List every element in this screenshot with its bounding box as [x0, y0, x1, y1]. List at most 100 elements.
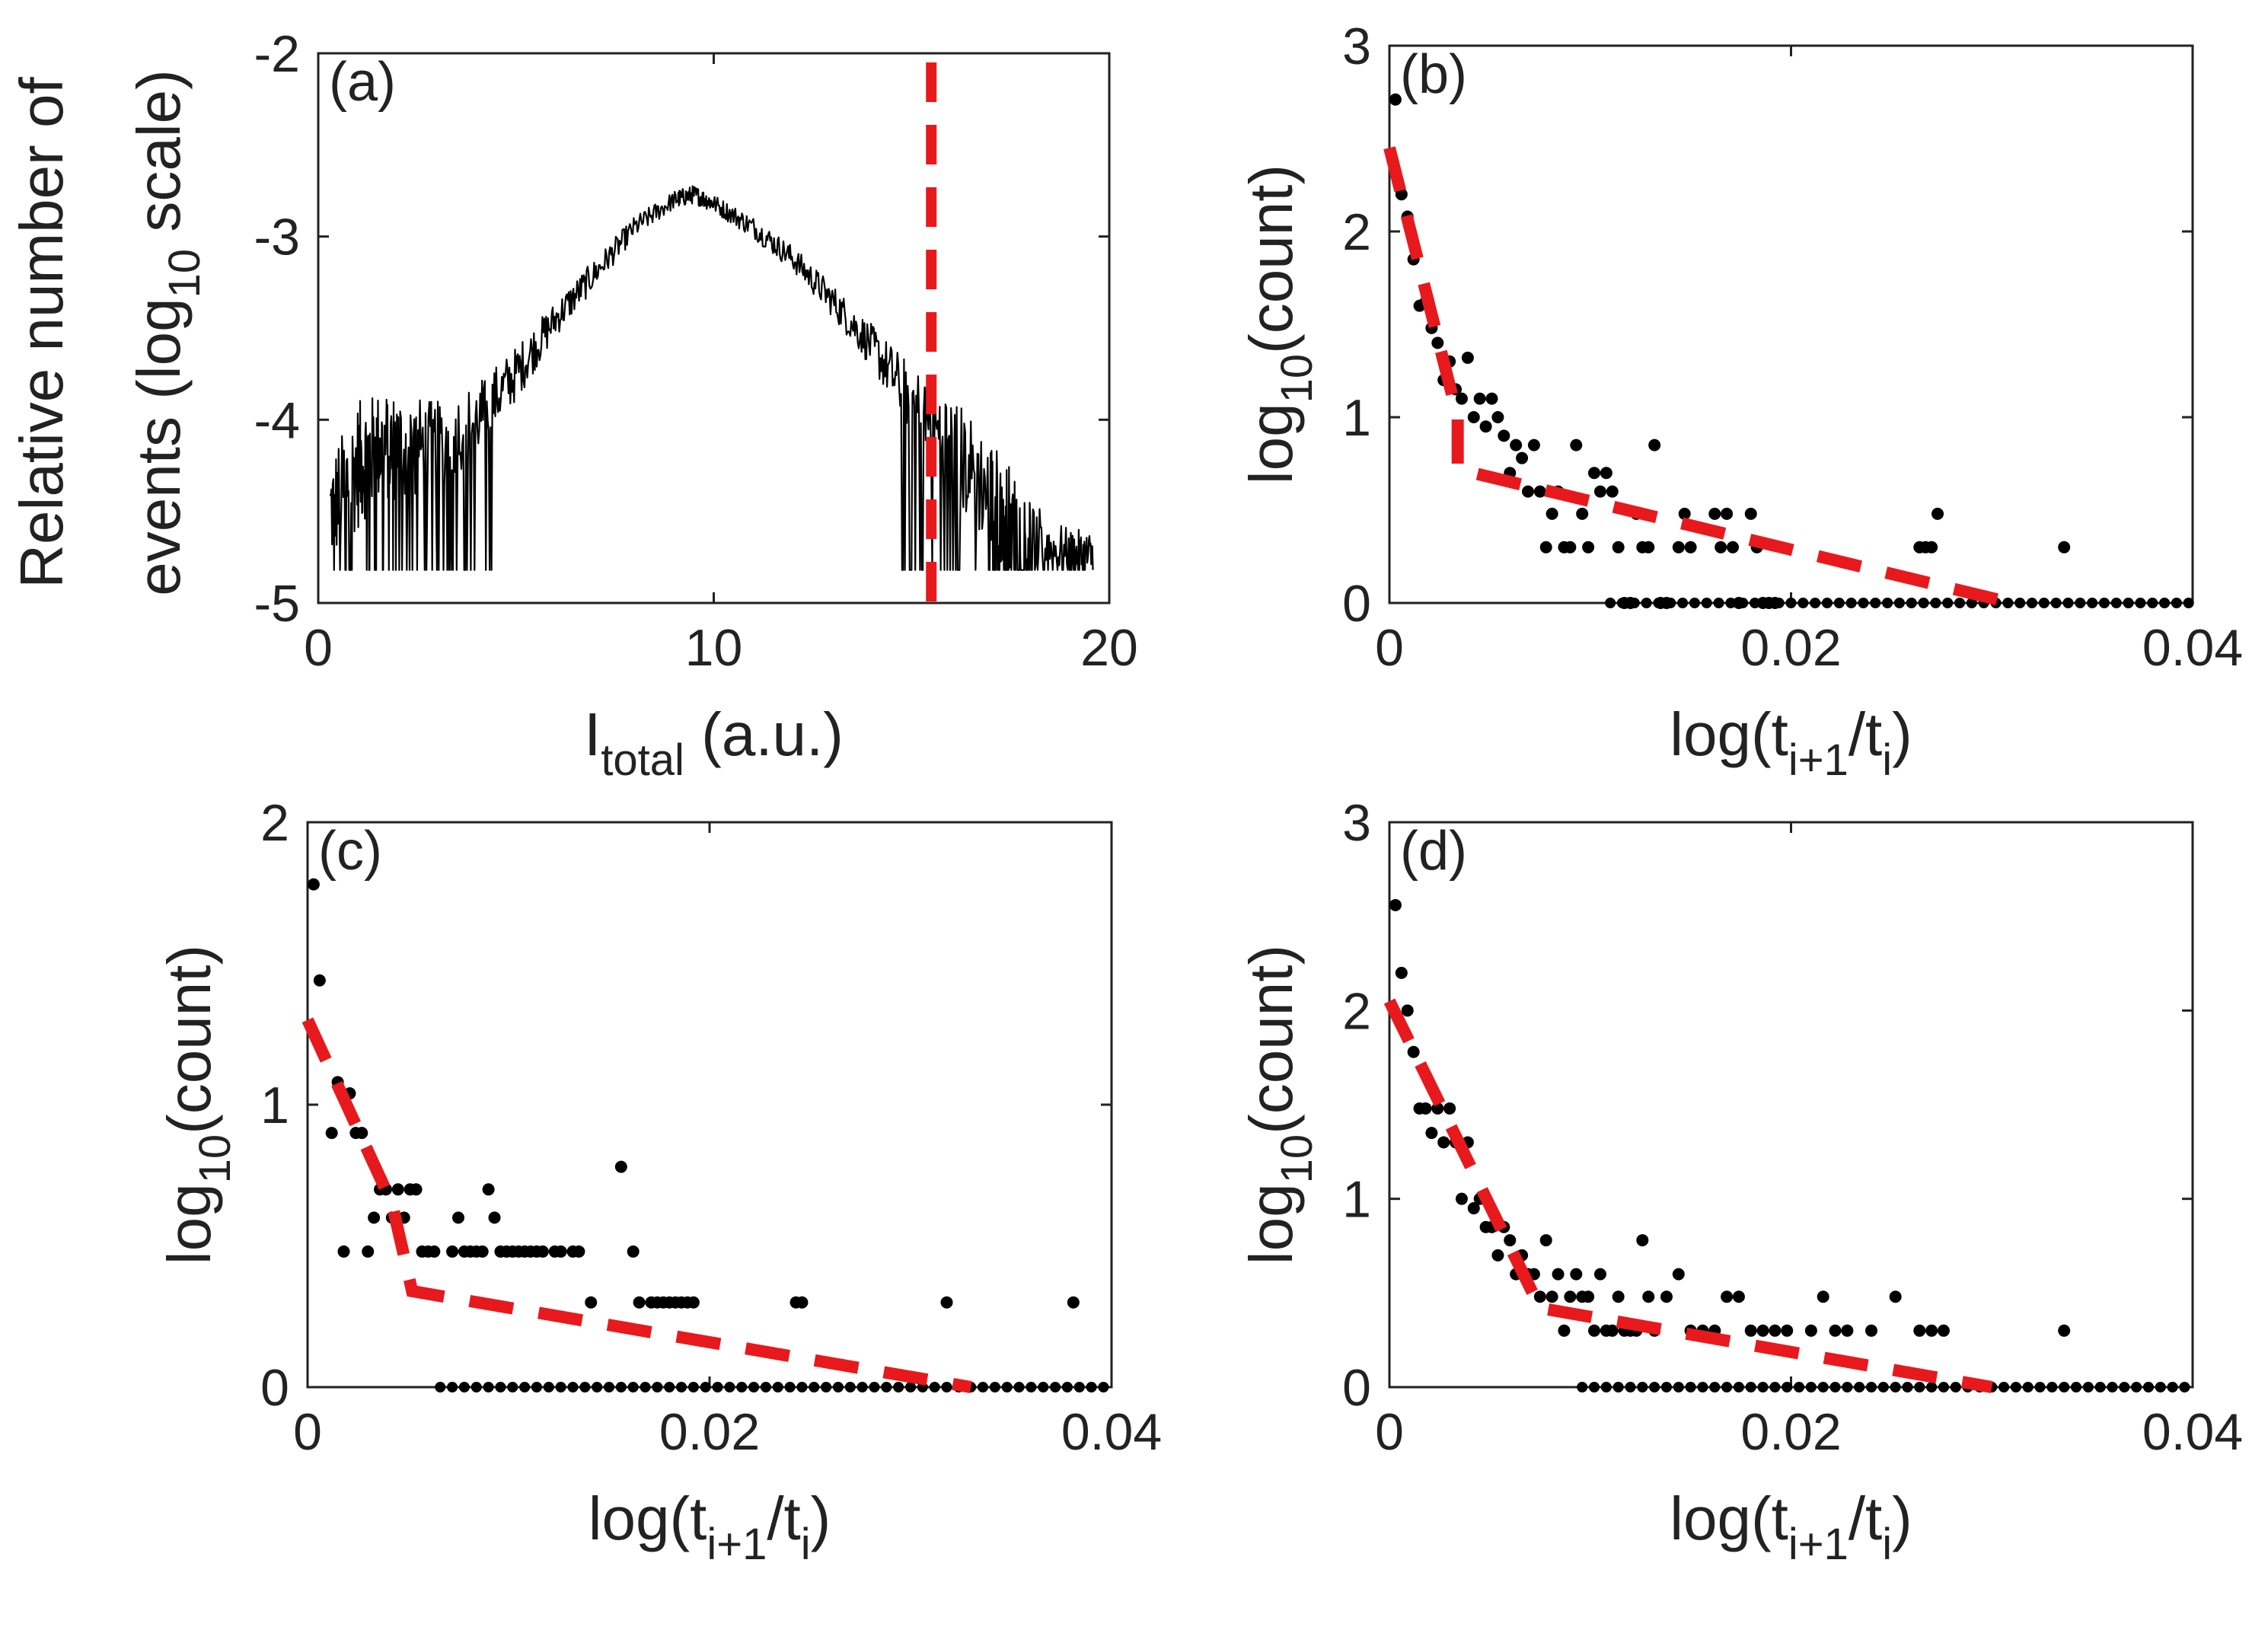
y-tick-label-a-0: -5: [254, 575, 300, 633]
zero-point-c: [615, 1382, 627, 1392]
zero-point-b: [2014, 598, 2026, 608]
zero-point-b: [1785, 598, 1797, 608]
zero-point-c: [1061, 1382, 1073, 1392]
data-point-d: [1588, 1324, 1601, 1337]
data-point-c: [362, 1245, 375, 1258]
x-label-rest: (a.u.): [684, 700, 844, 768]
data-point-d: [1425, 1127, 1438, 1140]
x-label-mid: /t: [1849, 700, 1882, 768]
zero-point-d: [1877, 1382, 1889, 1392]
zero-point-c: [567, 1382, 579, 1392]
zero-point-c: [640, 1382, 651, 1392]
zero-point-c: [531, 1382, 542, 1392]
panel-label-a: (a): [329, 52, 396, 113]
zero-point-c: [941, 1382, 952, 1392]
zero-point-c: [507, 1382, 518, 1392]
zero-point-d: [1926, 1382, 1938, 1392]
data-point-c: [633, 1296, 646, 1309]
data-point-b: [1684, 541, 1697, 553]
zero-point-d: [1757, 1382, 1769, 1392]
data-point-b: [1395, 188, 1408, 201]
zero-point-c: [555, 1382, 566, 1392]
fit-line-c: [301, 1017, 972, 1393]
zero-point-b: [1653, 598, 1664, 608]
zero-point-b: [1797, 598, 1809, 608]
x-tick-label-b-2: 0.04: [2142, 619, 2243, 677]
y-axis-label-c: log10(count): [155, 945, 240, 1265]
zero-point-c: [832, 1382, 844, 1392]
x-axis-label-b: log(ti+1/ti): [1670, 700, 1912, 785]
zero-point-c: [724, 1382, 735, 1392]
zero-point-c: [784, 1382, 796, 1392]
zero-point-b: [2075, 598, 2086, 608]
zero-point-c: [856, 1382, 868, 1392]
y-tick-label-d-2: 2: [1342, 982, 1371, 1040]
data-point-c: [554, 1245, 567, 1258]
y-tick-label-c-2: 2: [260, 794, 289, 852]
zero-point-c: [627, 1382, 639, 1392]
panel-label-c: (c): [318, 821, 382, 882]
zero-point-c: [1073, 1382, 1085, 1392]
data-point-c: [536, 1245, 549, 1258]
zero-point-b: [2135, 598, 2146, 608]
x-tick-label-c-2: 0.04: [1061, 1403, 1162, 1461]
data-point-c: [1067, 1296, 1080, 1309]
data-point-c: [627, 1245, 640, 1258]
zero-point-b: [2062, 598, 2074, 608]
zero-point-c: [519, 1382, 531, 1392]
zero-point-b: [1750, 598, 1761, 608]
data-point-d: [1395, 966, 1408, 979]
zero-point-b: [1858, 598, 1869, 608]
zero-point-c: [772, 1382, 783, 1392]
data-point-d: [1612, 1290, 1625, 1303]
data-point-d: [1539, 1234, 1552, 1247]
data-point-d: [1437, 1136, 1450, 1149]
data-point-b: [1925, 541, 1938, 553]
y-axis-label-line1: Relative number of: [8, 77, 75, 589]
zero-point-c: [978, 1382, 989, 1392]
y-axis-label-line2: events (log10 scale): [125, 69, 209, 595]
data-point-b: [1588, 467, 1601, 480]
zero-point-b: [2098, 598, 2110, 608]
x-label-mid: /t: [1849, 1485, 1882, 1552]
zero-point-d: [2059, 1382, 2070, 1392]
data-point-b: [1533, 485, 1546, 498]
zero-point-b: [2147, 598, 2158, 608]
data-point-b: [1461, 351, 1474, 364]
zero-point-d: [1673, 1382, 1684, 1392]
data-point-b: [1479, 420, 1492, 433]
zero-point-d: [2022, 1382, 2034, 1392]
zero-point-d: [1998, 1382, 2010, 1392]
data-point-b: [1545, 507, 1558, 520]
data-point-d: [1744, 1324, 1757, 1337]
zero-point-b: [1882, 598, 1893, 608]
data-point-c: [446, 1245, 459, 1258]
zero-point-b: [2171, 598, 2182, 608]
zero-point-c: [881, 1382, 892, 1392]
data-point-d: [1491, 1249, 1504, 1262]
x-tick-label-d-1: 0.02: [1740, 1403, 1841, 1461]
zero-point-c: [471, 1382, 482, 1392]
zero-point-d: [2010, 1382, 2021, 1392]
data-point-b: [1672, 541, 1685, 553]
zero-point-b: [1677, 598, 1689, 608]
zero-point-d: [1805, 1382, 1817, 1392]
data-point-b: [1539, 541, 1552, 553]
zero-point-d: [2131, 1382, 2142, 1392]
data-point-b: [1516, 451, 1529, 464]
panel-b: 0 0.02 0.04 0 1 2 3 (b) log(ti+1/ti) log10(count): [1237, 18, 2243, 785]
zero-point-d: [2071, 1382, 2082, 1392]
data-point-c: [325, 1127, 338, 1140]
fit-line-d: [1383, 998, 1993, 1393]
y-axis-label-d: log10(count): [1237, 945, 1322, 1265]
x-tick-label-b-0: 0: [1375, 619, 1404, 677]
zero-point-c: [495, 1382, 506, 1392]
x-label-sub1: i+1: [1788, 1520, 1849, 1569]
data-point-b: [1498, 429, 1510, 442]
data-point-b: [1510, 439, 1523, 451]
zero-point-d: [1902, 1382, 1913, 1392]
zero-point-d: [1769, 1382, 1781, 1392]
zero-point-c: [748, 1382, 760, 1392]
zero-point-b: [1893, 598, 1905, 608]
